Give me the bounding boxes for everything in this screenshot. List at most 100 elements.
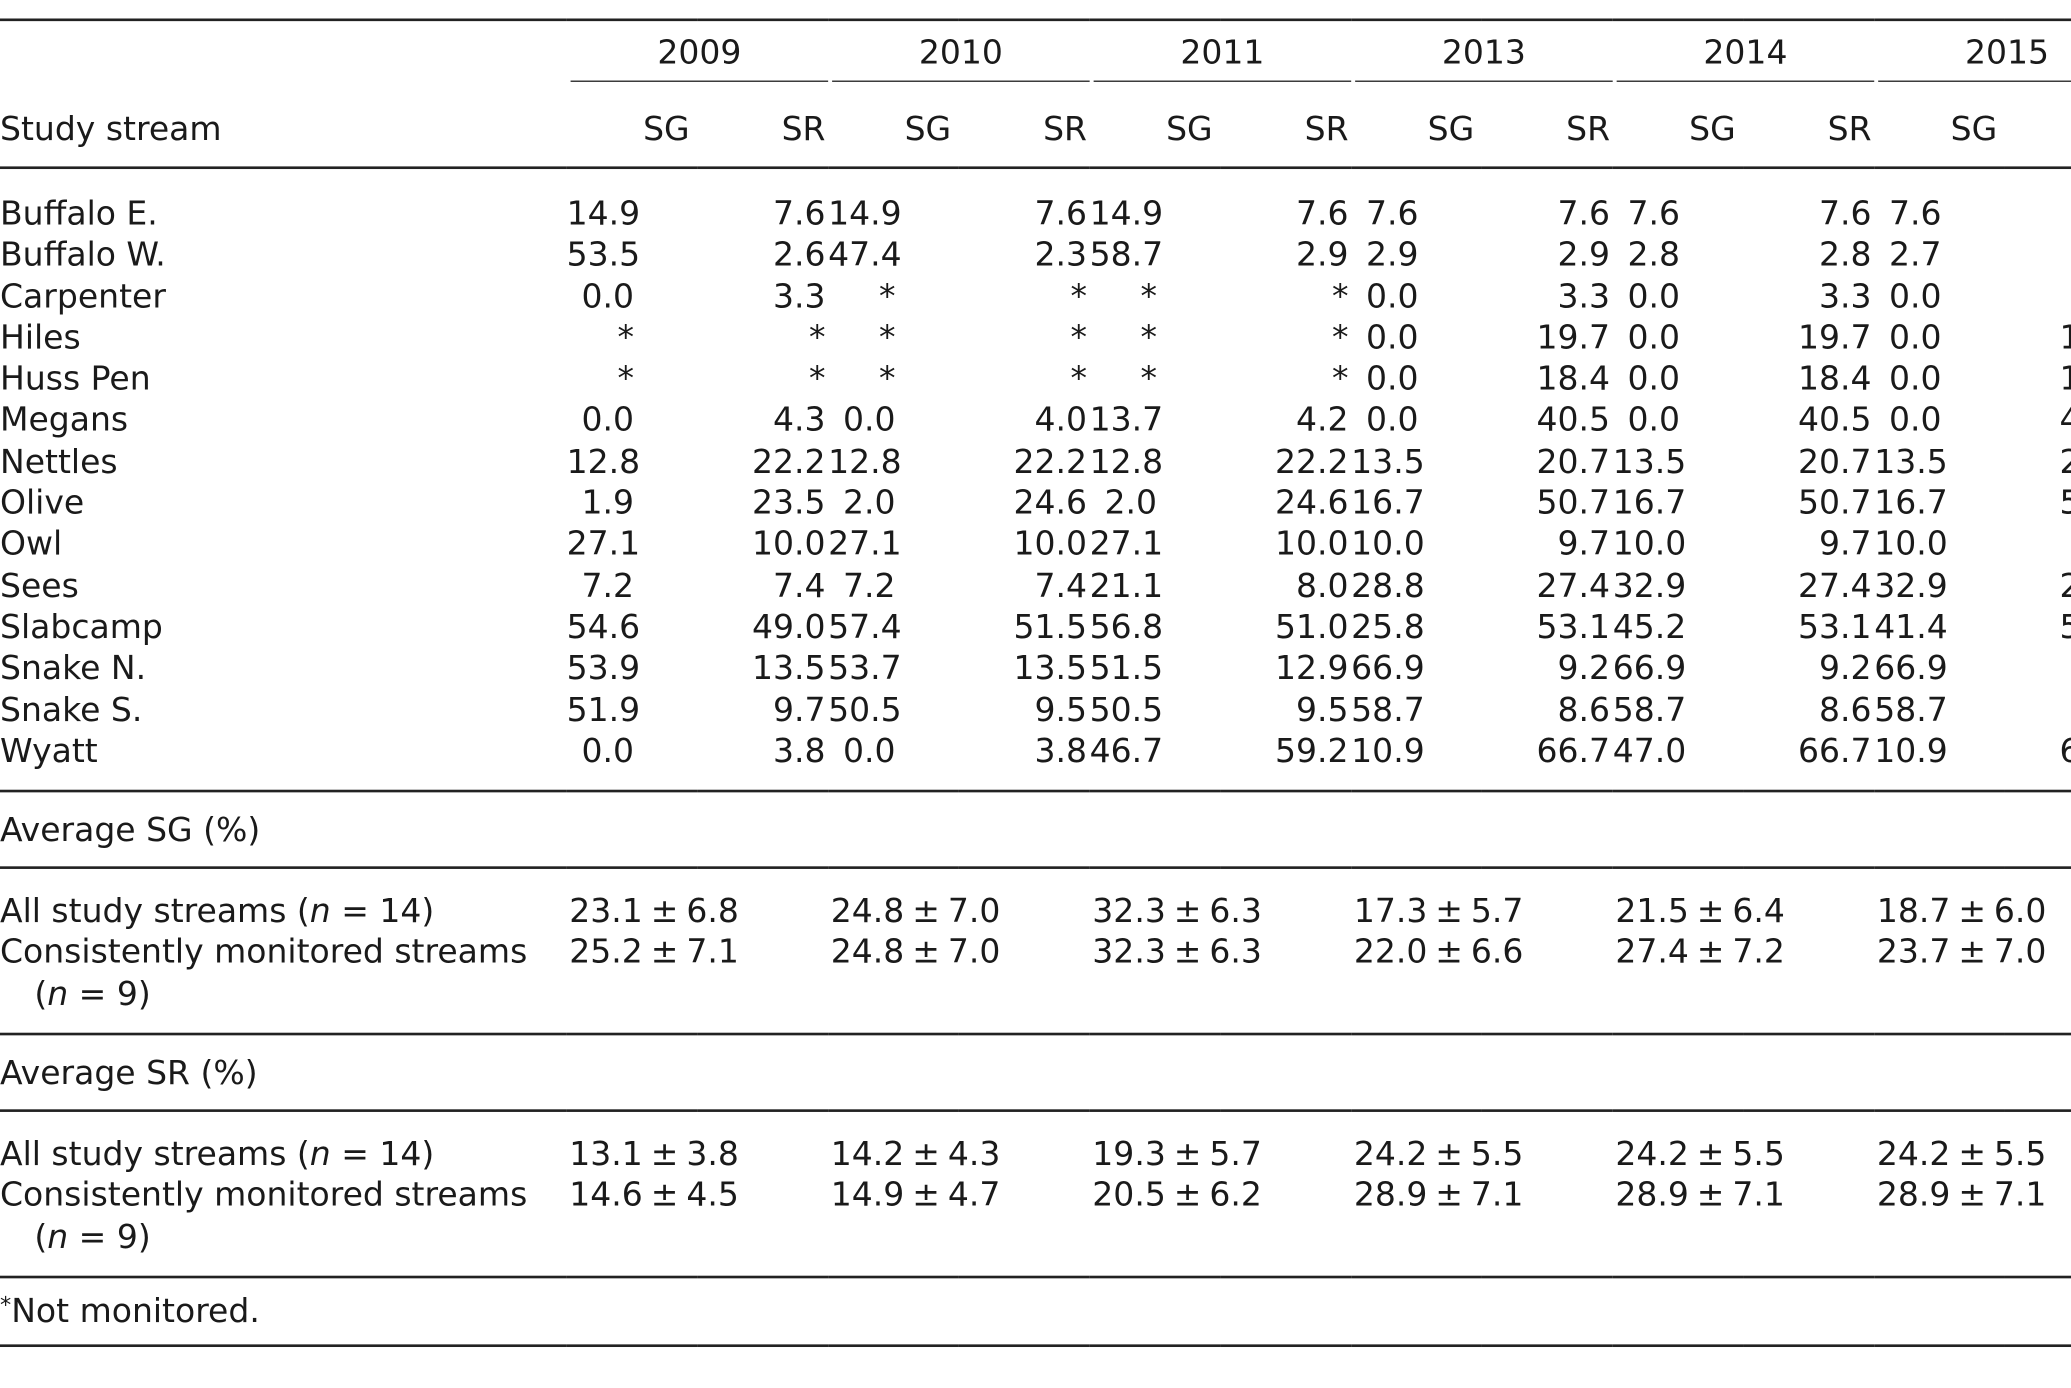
sr-value: 9.2	[1557, 648, 1611, 688]
sr-header: SR	[1566, 108, 1611, 148]
sg-value: 0.0	[1366, 400, 1419, 440]
sg-value: 51.9	[566, 690, 641, 729]
table-row: Owl 27.1 10.0 27.1 10.0 27.1 10.0 10.0 9.7 10.0 9.…	[0, 523, 2071, 564]
avg-row-label-cont: (n = 9)	[34, 1217, 151, 1256]
mean-se-value: 21.5 ±6.4	[1615, 891, 1785, 930]
sr-value: *	[808, 359, 826, 398]
sr-value: 3.3	[2005, 275, 2071, 316]
year-header: 2014	[1613, 20, 1875, 90]
mean-se-value: 18.7 ±6.0	[1876, 891, 2047, 930]
mean-se-value: 24.2 ±5.5	[1353, 1134, 1524, 1173]
sr-header: SR	[1304, 108, 1349, 148]
sg-value: 2.8	[1627, 235, 1681, 274]
sg-value: 0.0	[1366, 318, 1419, 357]
sr-value: 50.7	[1536, 483, 1611, 522]
header-blank	[0, 20, 567, 90]
avg-row-label-cont: (n = 9)	[34, 974, 151, 1013]
sr-header: SR	[1827, 108, 1872, 148]
sg-value: 7.6	[1366, 194, 1419, 233]
sg-value: 66.9	[1612, 648, 1687, 688]
sr-value: 8.0	[1296, 566, 1349, 605]
sr-value: 7.6	[1557, 194, 1611, 233]
avg-sg-consistent-row: Consistently monitored streams 25.2 ±7.1 2…	[0, 932, 2071, 973]
study-stream-header: Study stream	[0, 108, 222, 148]
sg-value: 47.4	[828, 235, 902, 274]
table-row: Snake S. 51.9 9.7 50.5 9.5 50.5 9.5 58.7 8.6 58.7…	[0, 689, 2071, 730]
mean-se-value: 17.3 ±5.7	[1353, 891, 1524, 930]
sg-value: 32.9	[1612, 566, 1687, 605]
sg-value: 16.7	[1874, 483, 1948, 522]
year-header: 2013	[1351, 20, 1613, 90]
stream-name: Olive	[0, 483, 85, 522]
sr-value: 7.6	[772, 194, 826, 233]
sg-value: 2.0	[1104, 483, 1158, 522]
avg-sr-consistent-row: Consistently monitored streams 14.6 ±4.5 1…	[0, 1174, 2071, 1215]
sr-value: 19.7	[1798, 318, 1872, 357]
sr-value: 22.2	[1275, 442, 1349, 481]
sr-value: 66.7	[1536, 731, 1611, 770]
sg-value: 27.1	[566, 524, 641, 564]
sg-value: 0.0	[1366, 359, 1419, 398]
sr-value: 53.1	[1536, 607, 1611, 646]
mean-se-value: 23.7 ±7.0	[1876, 932, 2047, 972]
sg-value: 56.8	[1089, 607, 1164, 646]
sr-value: 23.5	[751, 483, 826, 522]
sg-value: 0.0	[581, 731, 634, 770]
sg-value: 46.7	[1089, 731, 1164, 770]
sr-value: 18.4	[1536, 359, 1611, 398]
sg-value: 32.9	[1874, 566, 1948, 605]
sr-value: *	[1332, 359, 1349, 398]
sg-value: *	[617, 359, 634, 398]
sr-value: 10.0	[1013, 524, 1088, 564]
sg-value: 45.2	[1612, 607, 1687, 646]
sr-value: 4.3	[772, 400, 826, 440]
sg-value: 7.2	[581, 566, 634, 605]
sr-value: 3.8	[1034, 731, 1088, 770]
sg-value: *	[1140, 359, 1158, 398]
sg-header: SG	[1950, 108, 1998, 148]
average-sg-title: Average SG (%)	[0, 810, 261, 849]
sr-value: 3.8	[772, 731, 826, 770]
sr-value: 7.6	[1034, 194, 1088, 233]
footnote: *Not monitored.	[0, 1277, 2071, 1346]
sr-header: SR	[1043, 108, 1088, 148]
year-label: 2010	[832, 36, 1090, 82]
sr-value: 8.6	[1819, 690, 1872, 729]
sg-value: 7.2	[842, 566, 896, 605]
sr-value: 19.7	[2005, 317, 2071, 358]
sr-value: 10.0	[1275, 524, 1349, 564]
mean-se-value: 14.9 ±4.7	[830, 1175, 1001, 1215]
sg-value: 51.5	[1089, 648, 1164, 688]
sg-value: 10.9	[1351, 731, 1425, 770]
year-header: 2011	[1090, 20, 1352, 90]
sg-value: 2.7	[1889, 235, 1942, 274]
year-header: 2010	[828, 20, 1090, 90]
year-header: 2009	[567, 20, 829, 90]
sg-value: 0.0	[842, 400, 896, 440]
sr-value: 7.6	[1296, 194, 1349, 233]
mean-se-value: 24.2 ±5.5	[1615, 1134, 1785, 1173]
mean-se-value: 24.2 ±5.5	[1876, 1134, 2047, 1173]
sr-value: 2.9	[1296, 235, 1349, 274]
stream-name: Wyatt	[0, 731, 98, 770]
sr-value: 9.7	[772, 690, 826, 729]
sr-value: 27.4	[1798, 566, 1872, 605]
sr-value: 20.7	[2005, 441, 2071, 482]
sr-value: 3.3	[772, 276, 826, 316]
sr-value: 8.6	[1557, 690, 1611, 729]
sg-value: 13.5	[1874, 442, 1948, 481]
sg-value: 58.7	[1351, 690, 1425, 729]
sr-value: 2.6	[772, 235, 826, 274]
stream-name: Snake S.	[0, 690, 143, 729]
sg-value: *	[1140, 276, 1158, 316]
sg-value: 54.6	[566, 607, 641, 646]
sr-value: 7.4	[1034, 566, 1088, 605]
sg-value: 57.4	[828, 607, 902, 646]
sr-value: 53.1	[2005, 606, 2071, 647]
sg-value: 0.0	[842, 731, 896, 770]
avg-sr-consistent-row-cont: (n = 9)	[0, 1216, 2071, 1277]
mean-se-value: 27.4 ±7.2	[1615, 932, 1785, 972]
avg-row-label: Consistently monitored streams	[0, 932, 528, 972]
sg-value: 0.0	[1627, 276, 1681, 316]
